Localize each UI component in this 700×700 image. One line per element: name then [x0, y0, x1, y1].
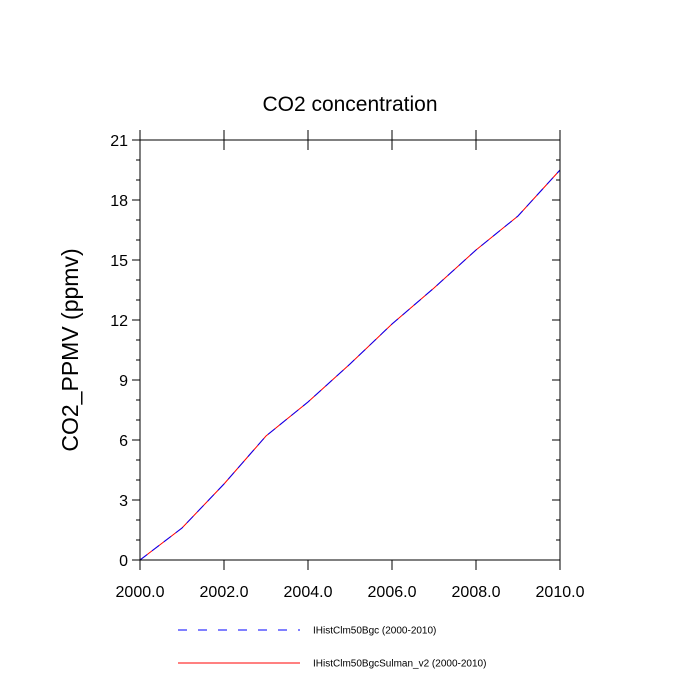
- x-tick-label: 2002.0: [200, 584, 249, 601]
- x-tick-label: 2008.0: [452, 584, 501, 601]
- y-tick-label: 18: [110, 193, 128, 210]
- series-line-1: [139, 169, 561, 561]
- y-tick-label: 12: [110, 313, 128, 330]
- x-tick-label: 2010.0: [536, 584, 585, 601]
- x-tick-label: 2006.0: [368, 584, 417, 601]
- y-tick-label: 15: [110, 253, 128, 270]
- legend-label-1: IHistClm50BgcSulman_v2 (2000-2010): [313, 659, 486, 670]
- y-tick-label: 3: [119, 493, 128, 510]
- legend: IHistClm50Bgc (2000-2010) IHistClm50BgcSu…: [178, 626, 486, 670]
- plot-frame: [139, 139, 561, 561]
- x-tick-label: 2000.0: [116, 584, 165, 601]
- legend-label-0: IHistClm50Bgc (2000-2010): [313, 626, 436, 637]
- series-line-0: [139, 169, 561, 561]
- y-axis-label: CO2_PPMV (ppmv): [57, 248, 83, 451]
- y-tick-label: 0: [119, 553, 128, 570]
- chart-title: CO2 concentration: [262, 93, 437, 116]
- y-tick-label: 21: [110, 133, 128, 150]
- y-tick-label: 9: [119, 373, 128, 390]
- x-tick-label: 2004.0: [284, 584, 333, 601]
- y-tick-label: 6: [119, 433, 128, 450]
